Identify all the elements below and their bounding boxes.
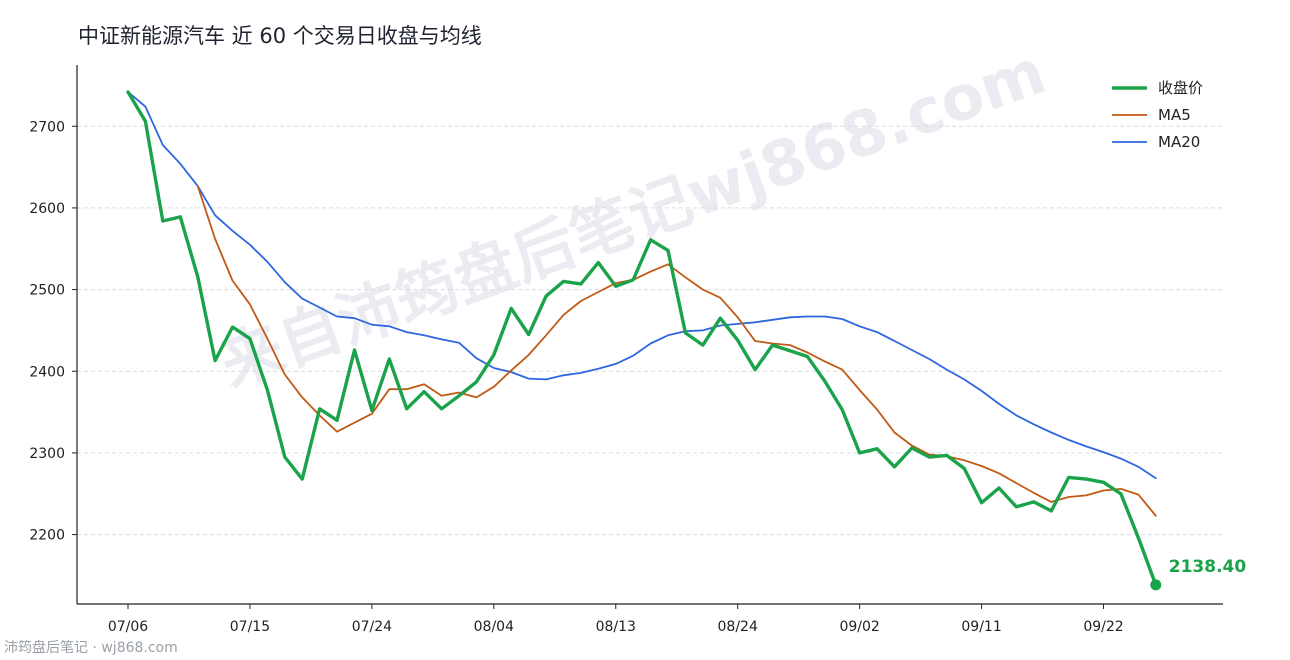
y-tick-label: 2600 xyxy=(29,201,65,217)
legend-label: MA5 xyxy=(1158,106,1191,124)
y-tick-label: 2500 xyxy=(29,283,65,299)
y-tick-label: 2700 xyxy=(29,119,65,135)
x-tick-label: 07/15 xyxy=(230,619,270,635)
x-tick-label: 08/24 xyxy=(718,619,758,635)
footer-credit: 沛筠盘后笔记 · wj868.com xyxy=(4,640,178,656)
series-line-ma20 xyxy=(127,91,1157,480)
legend-label: 收盘价 xyxy=(1158,79,1203,97)
x-tick-label: 08/13 xyxy=(596,619,636,635)
x-tick-label: 09/11 xyxy=(961,619,1001,635)
x-tick-label: 09/22 xyxy=(1083,619,1123,635)
series-line-ma5 xyxy=(196,185,1157,517)
x-tick-label: 07/24 xyxy=(352,619,392,635)
series-line-close xyxy=(126,90,1158,587)
chart-title: 中证新能源汽车 近 60 个交易日收盘与均线 xyxy=(78,24,482,48)
y-tick-label: 2200 xyxy=(29,528,65,544)
y-tick-label: 2300 xyxy=(29,446,65,462)
x-axis: 07/06 07/15 07/24 08/04 08/13 08/24 09/02 09/11… xyxy=(77,603,1223,635)
grid xyxy=(77,125,1223,536)
annotations: 2138.40 xyxy=(1150,557,1246,591)
x-tick-label: 09/02 xyxy=(839,619,879,635)
x-tick-label: 07/06 xyxy=(108,619,148,635)
y-tick-label: 2400 xyxy=(29,364,65,380)
last-close-marker xyxy=(1150,579,1162,591)
x-tick-label: 08/04 xyxy=(474,619,514,635)
series-lines xyxy=(126,90,1158,587)
y-axis: 2200 2300 2400 2500 2600 2700 xyxy=(29,65,78,604)
last-close-label: 2138.40 xyxy=(1169,557,1247,577)
legend-label: MA20 xyxy=(1158,133,1200,151)
legend: 收盘价 MA5 MA20 xyxy=(1112,79,1203,151)
